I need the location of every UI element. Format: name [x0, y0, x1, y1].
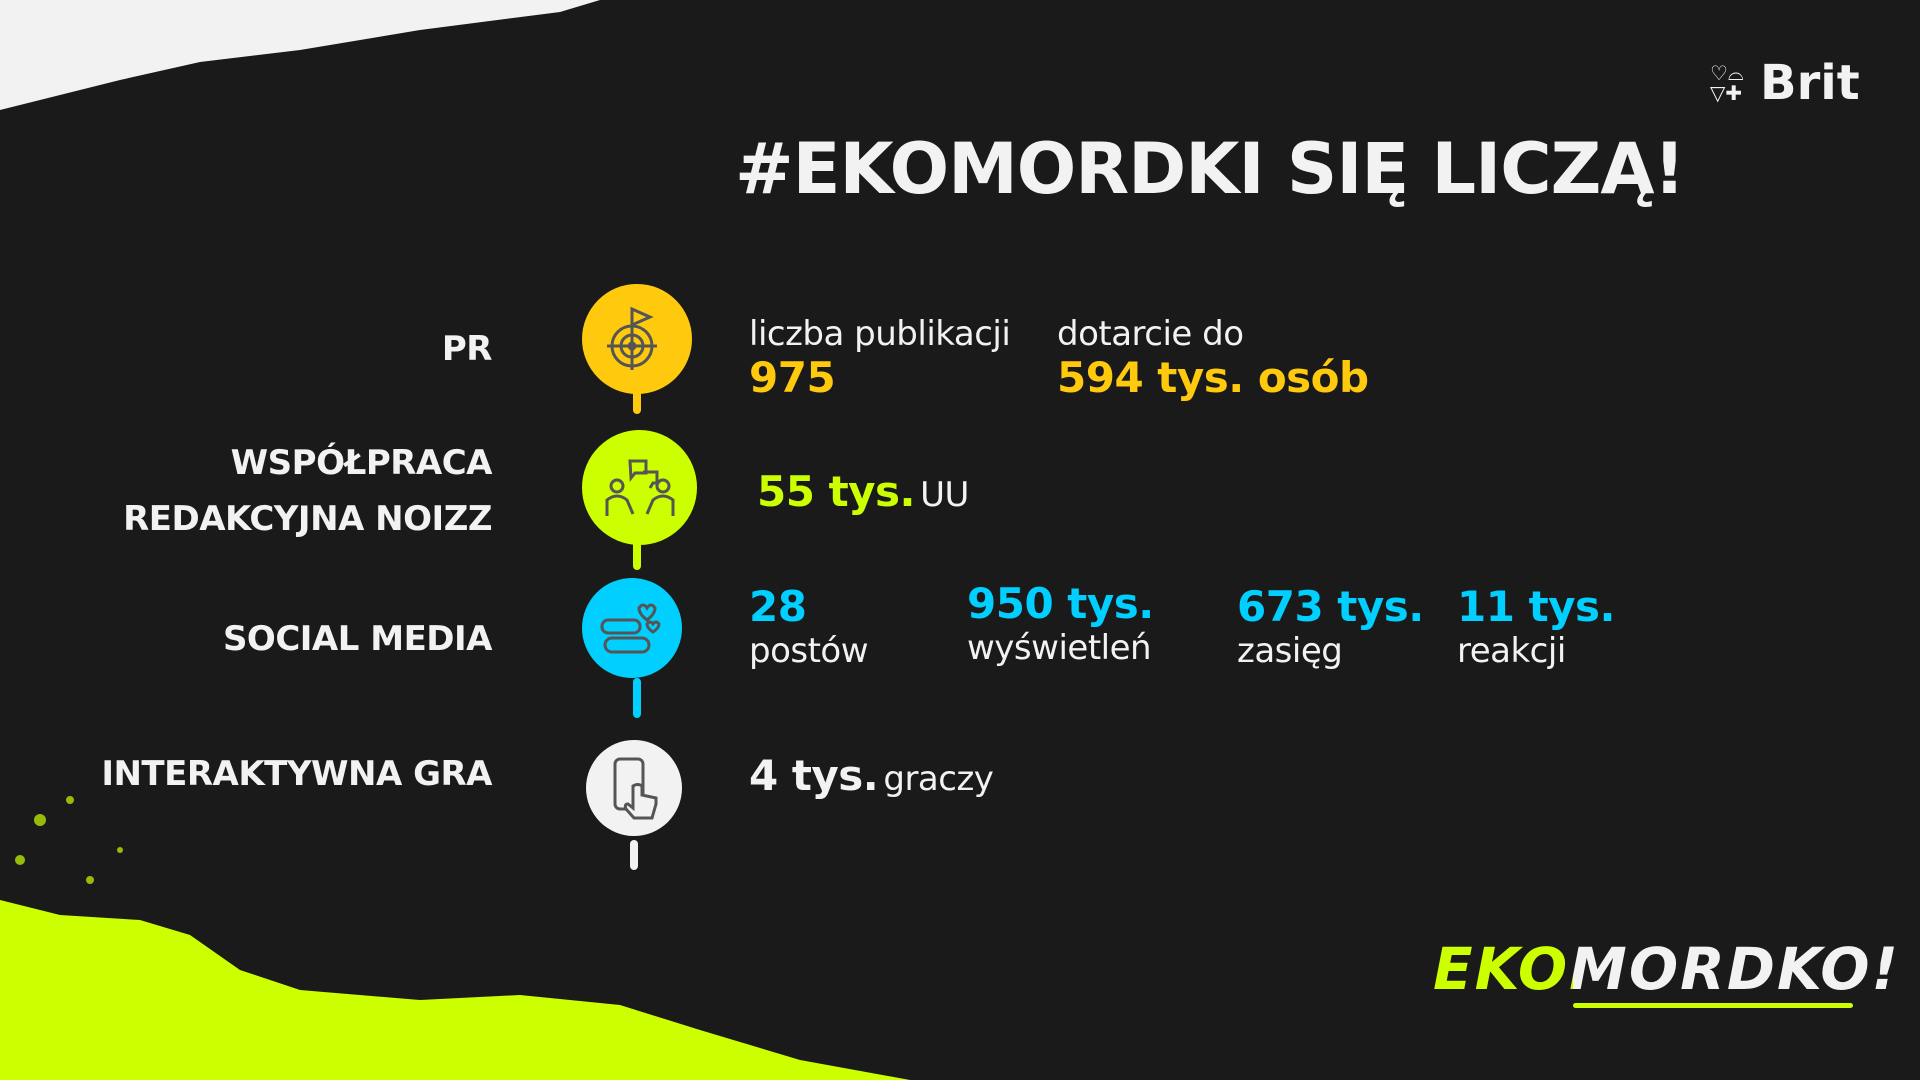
- stat-value: 594 tys. osób: [1057, 353, 1369, 402]
- target-flag-icon: [582, 284, 692, 414]
- row-label-pr: PR: [441, 329, 493, 369]
- row-label-social-media: SOCIAL MEDIA: [222, 619, 493, 659]
- stat-posts: 28 postów: [749, 582, 869, 673]
- stat-unique-users: 55 tys. UU: [757, 464, 969, 529]
- stat-caption: reakcji: [1457, 631, 1566, 671]
- stat-views: 950 tys. wyświetleń: [967, 582, 1154, 670]
- stat-caption: liczba publikacji: [749, 314, 1011, 354]
- stat-caption: wyświetleń: [967, 628, 1152, 668]
- ekomordko-logo-text: EKOMORDKO!: [1433, 935, 1900, 1003]
- phone-touch-icon: [586, 740, 682, 870]
- brit-logo: ♡⌓ ▽✚ Brit: [1710, 55, 1860, 111]
- stat-value: 4 tys.: [749, 751, 879, 800]
- ekomordko-logo: EKOMORDKO!: [1433, 935, 1900, 1008]
- stat-value: 975: [749, 353, 836, 402]
- stat-caption: dotarcie do: [1057, 314, 1244, 354]
- stat-value: 11 tys.: [1457, 582, 1615, 631]
- people-conversation-icon: [582, 430, 697, 570]
- page-title: #EKOMORDKI SIĘ LICZĄ!: [735, 128, 1685, 210]
- stat-players: 4 tys. graczy: [749, 748, 994, 813]
- ekomordko-underline: [1573, 1003, 1853, 1008]
- brit-logo-text: Brit: [1760, 55, 1860, 111]
- label-line: REDAKCYJNA NOIZZ: [123, 499, 492, 539]
- stat-unit: UU: [920, 475, 969, 515]
- stat-reach-social: 673 tys. zasięg: [1237, 585, 1424, 673]
- stat-value: 673 tys.: [1237, 582, 1424, 631]
- chat-hearts-icon: [582, 578, 682, 718]
- stat-caption: zasięg: [1237, 631, 1343, 671]
- stat-reactions: 11 tys. reakcji: [1457, 585, 1615, 673]
- stat-value: 28: [749, 582, 807, 631]
- brit-logo-icons: ♡⌓ ▽✚: [1710, 61, 1744, 105]
- label-line: WSPÓŁPRACA: [230, 443, 493, 483]
- row-label-game: INTERAKTYWNA GRA: [101, 754, 492, 794]
- stat-caption: postów: [749, 631, 869, 671]
- stat-publications: liczba publikacji 975: [749, 312, 1011, 402]
- stat-unit: graczy: [883, 759, 994, 799]
- stat-reach: dotarcie do 594 tys. osób: [1057, 312, 1369, 400]
- stat-value: 950 tys.: [967, 579, 1154, 628]
- row-label-noizz: WSPÓŁPRACA REDAKCYJNA NOIZZ: [123, 435, 492, 547]
- stat-value: 55 tys.: [757, 467, 915, 516]
